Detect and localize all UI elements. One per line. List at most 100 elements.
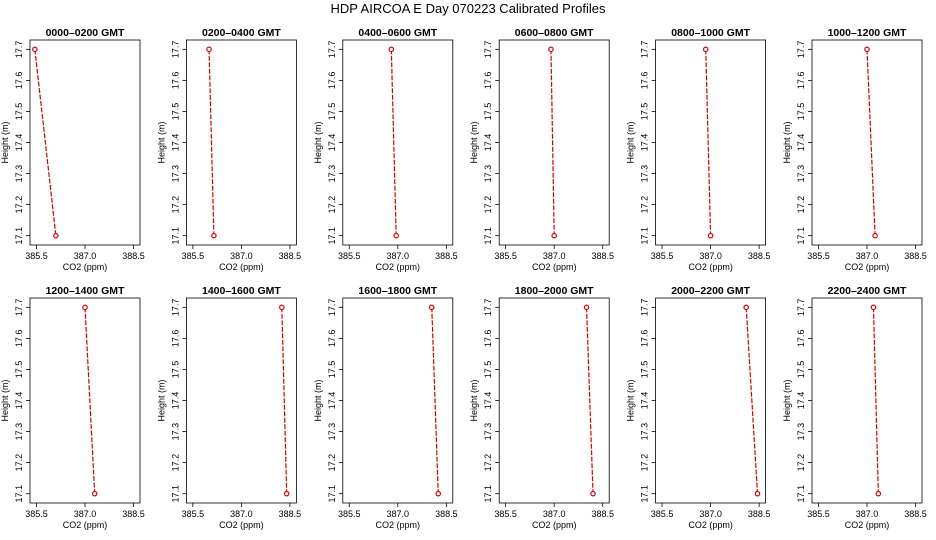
x-axis-label: CO2 (ppm) (376, 262, 421, 272)
y-tick-label: 17.2 (796, 454, 806, 472)
series-line (84, 307, 96, 494)
x-axis-label: CO2 (ppm) (688, 262, 733, 272)
plot-frame (342, 297, 454, 504)
x-tick-label: 385.5 (651, 509, 674, 519)
x-tick-label: 387.0 (856, 251, 879, 261)
y-tick-label: 17.7 (170, 41, 180, 59)
y-tick-label: 17.3 (796, 423, 806, 441)
data-point (707, 232, 714, 239)
data-point (388, 46, 395, 53)
y-axis-label: Height (m) (469, 121, 479, 163)
data-point (551, 232, 558, 239)
x-tick-label: 388.5 (591, 251, 614, 261)
y-tick-label: 17.2 (170, 454, 180, 472)
x-tick-label: 388.5 (435, 251, 458, 261)
y-tick-label: 17.1 (796, 485, 806, 503)
data-point (279, 304, 285, 311)
y-tick-label: 17.3 (170, 165, 180, 183)
y-tick-label: 17.2 (14, 454, 24, 472)
y-tick-label: 17.5 (796, 361, 806, 379)
panel-title: 0400–0600 GMT (358, 27, 437, 39)
series-line (208, 49, 215, 236)
y-tick-label: 17.5 (640, 361, 650, 379)
x-tick-label: 388.5 (748, 251, 771, 261)
x-tick-label: 387.0 (230, 251, 253, 261)
x-tick-label: 387.0 (543, 251, 566, 261)
x-axis-label: CO2 (ppm) (219, 262, 264, 272)
plot-frame (811, 297, 923, 504)
panel-7: 1400–1600 GMT 385.5 387.0 388.5 17.1 17.2 17.3… (156, 285, 301, 530)
x-tick-label: 387.0 (230, 509, 253, 519)
y-tick-label: 17.1 (327, 485, 337, 503)
y-tick-label: 17.6 (483, 72, 493, 90)
y-tick-label: 17.4 (796, 392, 806, 410)
data-point (393, 232, 399, 239)
panel-4: 0800–1000 GMT 385.5 387.0 388.5 17.1 17.2 17.3… (626, 27, 771, 272)
y-axis-label: Height (m) (0, 121, 10, 163)
y-tick-label: 17.4 (483, 392, 493, 410)
y-tick-label: 17.3 (14, 423, 24, 441)
data-point (428, 304, 435, 311)
x-tick-label: 388.5 (279, 509, 302, 519)
x-tick-label: 387.0 (699, 251, 722, 261)
y-axis-label: Height (m) (469, 379, 479, 421)
y-tick-label: 17.7 (796, 299, 806, 317)
panel-title: 1400–1600 GMT (202, 285, 281, 297)
x-axis-label: CO2 (ppm) (63, 262, 108, 272)
series-line (866, 49, 876, 236)
data-point (435, 490, 442, 497)
x-tick-label: 388.5 (122, 251, 145, 261)
x-tick-label: 385.5 (494, 251, 517, 261)
x-tick-label: 385.5 (182, 251, 205, 261)
y-tick-label: 17.7 (483, 299, 493, 317)
y-tick-label: 17.5 (327, 103, 337, 121)
y-tick-label: 17.1 (640, 227, 650, 245)
y-tick-label: 17.6 (170, 72, 180, 90)
x-tick-label: 387.0 (699, 509, 722, 519)
y-tick-label: 17.3 (796, 165, 806, 183)
y-tick-label: 17.1 (640, 485, 650, 503)
panel-title: 1000–1200 GMT (828, 27, 907, 39)
y-tick-label: 17.5 (170, 361, 180, 379)
y-tick-label: 17.5 (796, 103, 806, 121)
x-tick-label: 385.5 (494, 509, 517, 519)
y-tick-label: 17.7 (327, 41, 337, 59)
y-tick-label: 17.7 (796, 41, 806, 59)
y-tick-label: 17.2 (640, 454, 650, 472)
y-tick-label: 17.7 (14, 299, 24, 317)
x-tick-label: 385.5 (25, 251, 48, 261)
x-axis-label: CO2 (ppm) (845, 520, 890, 530)
series-line (585, 307, 594, 494)
panel-3: 0600–0800 GMT 385.5 387.0 388.5 17.1 17.2 17.3… (469, 27, 614, 272)
x-axis-label: CO2 (ppm) (688, 520, 733, 530)
data-point (32, 46, 38, 53)
data-point (91, 490, 98, 497)
x-tick-label: 388.5 (122, 509, 145, 519)
panel-11: 2200–2400 GMT 385.5 387.0 388.5 17.1 17.2 17.3… (782, 285, 927, 530)
plot-frame (185, 297, 297, 504)
y-axis-label: Height (m) (782, 121, 792, 163)
data-point (875, 490, 882, 497)
y-tick-label: 17.5 (170, 103, 180, 121)
plot-frame (655, 297, 766, 504)
y-tick-label: 17.1 (14, 485, 24, 503)
series-line (431, 307, 439, 494)
figure-title: HDP AIRCOA E Day 070223 Calibrated Profi… (330, 1, 606, 16)
y-tick-label: 17.5 (14, 361, 24, 379)
x-tick-label: 387.0 (387, 251, 410, 261)
y-tick-label: 17.7 (14, 41, 24, 59)
x-tick-label: 387.0 (387, 509, 410, 519)
y-tick-label: 17.5 (327, 361, 337, 379)
x-tick-label: 388.5 (904, 509, 927, 519)
y-tick-label: 17.4 (483, 134, 493, 152)
data-point (548, 46, 554, 53)
panel-9: 1800–2000 GMT 385.5 387.0 388.5 17.1 17.2 17.3… (469, 285, 614, 530)
panel-10: 2000–2200 GMT 385.5 387.0 388.5 17.1 17.2 17.3… (626, 285, 771, 530)
panel-title: 0000–0200 GMT (46, 27, 125, 39)
y-tick-label: 17.4 (327, 134, 337, 152)
panel-title: 1200–1400 GMT (46, 285, 125, 297)
x-axis-label: CO2 (ppm) (63, 520, 108, 530)
x-tick-label: 385.5 (338, 509, 361, 519)
data-point (754, 490, 761, 497)
